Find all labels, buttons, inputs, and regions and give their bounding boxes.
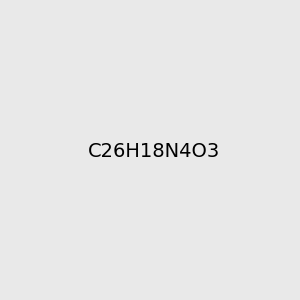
Text: C26H18N4O3: C26H18N4O3: [88, 142, 220, 161]
